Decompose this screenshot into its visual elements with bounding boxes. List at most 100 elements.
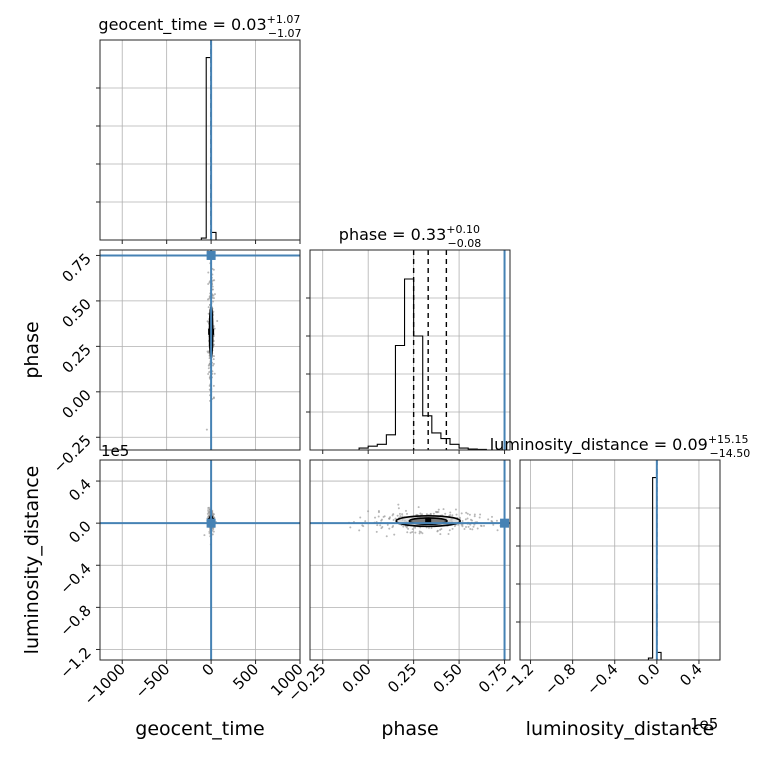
panel-title-luminosity_distance: luminosity_distance = 0.09+15.15 −14.50 xyxy=(490,433,751,460)
sample-point xyxy=(466,512,469,515)
sample-point xyxy=(437,508,440,511)
panel-frame xyxy=(99,459,301,661)
sample-point xyxy=(393,533,396,536)
sample-point xyxy=(406,531,409,534)
sample-point xyxy=(444,512,447,515)
panel-frame xyxy=(519,459,721,661)
sample-point xyxy=(479,524,482,527)
x-tick-label: −1000 xyxy=(80,660,129,709)
scatter-panel-geocent_time-phase xyxy=(99,245,301,451)
y-tick-label: 0.4 xyxy=(65,475,95,505)
sample-point xyxy=(468,513,471,516)
sample-point xyxy=(411,528,414,531)
sample-point xyxy=(457,523,460,526)
sample-point xyxy=(377,511,380,514)
x-tick-label: 0 xyxy=(198,660,217,679)
sample-point xyxy=(385,535,388,538)
x-axis-label-geocent_time: geocent_time xyxy=(135,718,264,740)
sample-point xyxy=(382,515,385,518)
x-axis-label-luminosity_distance: luminosity_distance xyxy=(526,718,715,740)
sample-point xyxy=(401,513,404,516)
title-minus: −14.50 xyxy=(710,447,751,460)
sample-point xyxy=(367,510,370,513)
sample-point xyxy=(463,527,466,530)
sample-point xyxy=(421,532,424,535)
y-tick-label: 0.25 xyxy=(58,340,94,376)
sample-point xyxy=(447,532,450,535)
sample-point xyxy=(454,508,457,511)
sample-point xyxy=(460,523,463,526)
sample-point xyxy=(466,517,469,520)
sample-point xyxy=(471,519,474,522)
panel-frame xyxy=(309,459,511,661)
sample-point xyxy=(211,245,213,247)
sample-point xyxy=(449,511,452,514)
sample-point xyxy=(213,372,216,375)
sample-point xyxy=(473,515,476,518)
sample-point xyxy=(469,528,472,531)
sample-point xyxy=(490,515,493,518)
sample-point xyxy=(396,514,399,517)
sample-point xyxy=(376,524,379,527)
hist-panel-geocent_time: geocent_time = 0.03+1.07 −1.07 xyxy=(96,13,302,241)
sample-point xyxy=(208,357,211,360)
sample-point xyxy=(442,508,445,511)
x-offset-label: 1e5 xyxy=(690,715,718,733)
sample-point xyxy=(207,271,210,274)
title-plus: +1.07 xyxy=(267,13,301,26)
sample-point xyxy=(473,513,476,516)
y-tick-label: 0.00 xyxy=(58,386,94,422)
y-axis-label-luminosity_distance: luminosity_distance xyxy=(21,466,43,655)
scatter-panel-phase-luminosity_distance xyxy=(309,459,514,661)
sample-point xyxy=(439,533,442,536)
sample-point xyxy=(207,512,210,515)
title-minus: −1.07 xyxy=(268,27,302,40)
sample-point xyxy=(512,517,514,519)
truth-marker xyxy=(206,250,216,260)
y-tick-label: −1.2 xyxy=(56,644,94,682)
sample-point xyxy=(207,306,210,309)
x-tick-label: 0.50 xyxy=(430,660,466,696)
sample-point xyxy=(213,293,216,296)
sample-point xyxy=(404,509,407,512)
y-offset-label: 1e5 xyxy=(101,442,129,460)
scatter-panel-geocent_time-luminosity_distance xyxy=(99,459,301,661)
sample-point xyxy=(207,282,210,285)
sample-point xyxy=(402,525,405,528)
x-tick-label: 0.00 xyxy=(339,660,375,696)
sample-point xyxy=(432,512,435,515)
sample-point xyxy=(362,525,365,528)
sample-point xyxy=(211,285,214,288)
x-tick-label: 0.4 xyxy=(676,660,706,690)
sample-point xyxy=(398,512,401,515)
sample-point xyxy=(397,507,400,510)
sample-point xyxy=(421,513,424,516)
title-plus: +0.10 xyxy=(446,223,480,236)
sample-point xyxy=(212,530,215,533)
sample-point xyxy=(496,529,499,532)
sample-point xyxy=(379,524,382,527)
panel-title-phase: phase = 0.33+0.10 −0.08 xyxy=(339,223,481,250)
sample-point xyxy=(455,513,458,516)
sample-point xyxy=(482,524,485,527)
hist-panel-phase: phase = 0.33+0.10 −0.08 xyxy=(306,223,511,451)
sample-point xyxy=(392,518,395,521)
sample-point xyxy=(495,519,498,522)
sample-point xyxy=(404,525,407,528)
x-tick-label: 500 xyxy=(229,660,262,693)
sample-point xyxy=(212,384,215,387)
truth-marker xyxy=(206,518,216,528)
sample-point xyxy=(381,526,384,529)
y-tick-label: 0.50 xyxy=(58,295,94,331)
sample-point xyxy=(487,518,490,521)
sample-point xyxy=(212,358,215,361)
panel-frame xyxy=(99,39,301,241)
sample-point xyxy=(388,527,391,530)
hist-panel-luminosity_distance: luminosity_distance = 0.09+15.15 −14.50 xyxy=(490,433,751,661)
sample-point xyxy=(451,514,454,517)
sample-point xyxy=(472,525,475,528)
sample-point xyxy=(207,373,210,376)
sample-point xyxy=(397,503,400,506)
sample-point xyxy=(436,529,439,532)
